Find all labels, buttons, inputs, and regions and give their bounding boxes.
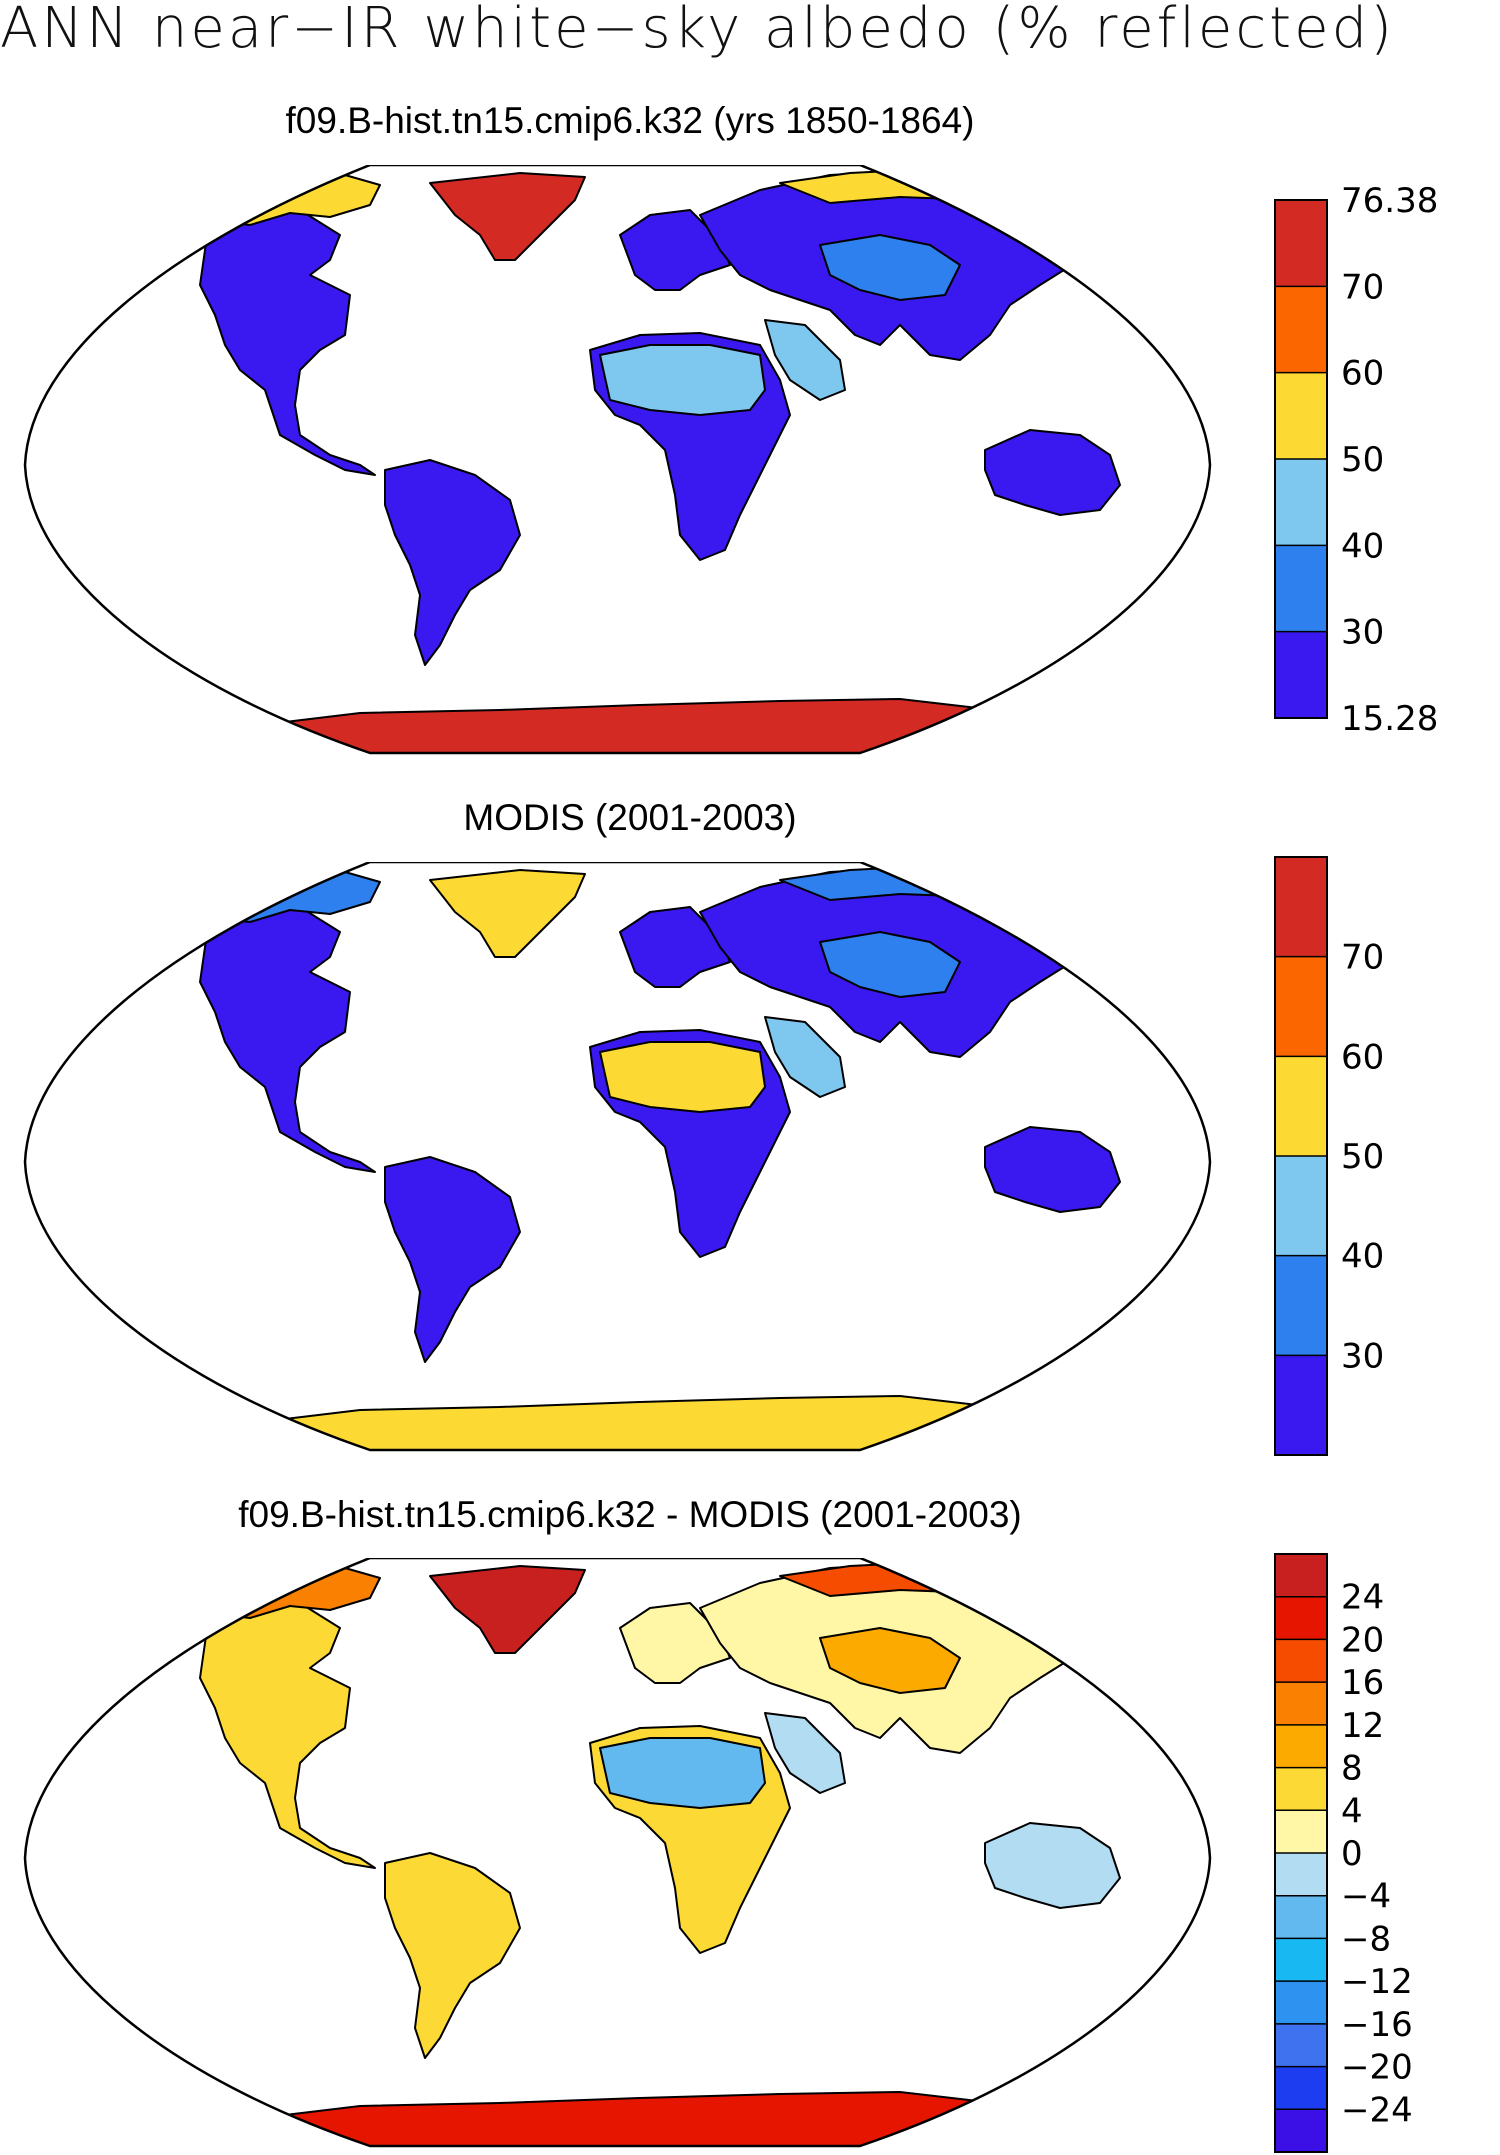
colorbar-segment bbox=[1275, 956, 1327, 1057]
colorbar-segment bbox=[1275, 1596, 1327, 1640]
colorbar-tick-label: 60 bbox=[1341, 1037, 1384, 1077]
colorbar-segment bbox=[1275, 1682, 1327, 1726]
region-sahara bbox=[599, 1041, 766, 1113]
colorbar-segment bbox=[1275, 857, 1327, 958]
region-north-america bbox=[199, 906, 376, 1173]
panel-1-title: f09.B-hist.tn15.cmip6.k32 (yrs 1850-1864… bbox=[285, 100, 975, 141]
colorbar-segment bbox=[1275, 1895, 1327, 1939]
region-arabia bbox=[764, 1016, 846, 1098]
region-europe bbox=[619, 209, 731, 291]
panel-1-map bbox=[23, 165, 1212, 755]
region-greenland bbox=[429, 172, 586, 261]
colorbar-segment bbox=[1275, 545, 1327, 633]
region-arabia bbox=[764, 1712, 846, 1794]
colorbar-tick-label: 4 bbox=[1341, 1791, 1363, 1831]
colorbar-segment bbox=[1275, 2023, 1327, 2068]
colorbar-tick-label: 16 bbox=[1341, 1663, 1384, 1703]
region-europe bbox=[619, 906, 731, 988]
colorbar-segment bbox=[1275, 1639, 1327, 1683]
colorbar-tick-label: 8 bbox=[1341, 1749, 1363, 1789]
colorbar-tick-label: 30 bbox=[1341, 613, 1384, 653]
colorbar-segment bbox=[1275, 1355, 1327, 1456]
colorbar-tick-label: 40 bbox=[1341, 526, 1384, 566]
colorbar-segment bbox=[1275, 286, 1327, 374]
region-arabia bbox=[764, 319, 846, 401]
colorbar-segment bbox=[1275, 200, 1327, 287]
colorbar-tick-label: −24 bbox=[1341, 2090, 1413, 2130]
panel-3-title: f09.B-hist.tn15.cmip6.k32 - MODIS (2001-… bbox=[238, 1494, 1022, 1535]
colorbar-tick-label: 24 bbox=[1341, 1578, 1384, 1618]
region-central-asia bbox=[819, 931, 961, 998]
colorbar-tick-label: 50 bbox=[1341, 1137, 1384, 1177]
colorbar-tick-label: 15.28 bbox=[1341, 699, 1438, 739]
panel-2-map bbox=[23, 862, 1212, 1452]
region-australia bbox=[984, 1822, 1121, 1909]
region-north-america bbox=[199, 1602, 376, 1869]
colorbar-segment bbox=[1275, 1056, 1327, 1157]
colorbar-tick-label: −12 bbox=[1341, 1962, 1413, 2002]
map-border bbox=[23, 1558, 1212, 2148]
colorbar-tick-label: 30 bbox=[1341, 1336, 1384, 1376]
region-south-america bbox=[384, 1156, 521, 1363]
colorbar-segment bbox=[1275, 1724, 1327, 1769]
colorbar-segment bbox=[1275, 1554, 1327, 1598]
colorbar-segment bbox=[1275, 1853, 1327, 1897]
region-europe bbox=[619, 1602, 731, 1684]
colorbar-frame bbox=[1274, 1553, 1328, 2153]
colorbar-tick-label: −20 bbox=[1341, 2048, 1413, 2088]
colorbar-tick-label: −16 bbox=[1341, 2005, 1413, 2045]
colorbar-tick-label: 20 bbox=[1341, 1620, 1384, 1660]
colorbar-segment bbox=[1275, 631, 1327, 719]
colorbar-segment bbox=[1275, 1156, 1327, 1257]
colorbar-segment bbox=[1275, 1938, 1327, 1982]
panel-1-colorbar: 15.28 30 40 50 60 70 76.38 bbox=[1274, 181, 1438, 739]
colorbar-segment bbox=[1275, 1767, 1327, 1811]
colorbar-tick-label: 40 bbox=[1341, 1237, 1384, 1277]
colorbar-segment bbox=[1275, 2109, 1327, 2153]
region-greenland bbox=[429, 869, 586, 958]
region-greenland bbox=[429, 1565, 586, 1654]
region-south-america bbox=[384, 1852, 521, 2059]
panel-2-title: MODIS (2001-2003) bbox=[463, 797, 797, 838]
map-border bbox=[23, 862, 1212, 1452]
panel-3-map bbox=[23, 1558, 1212, 2148]
colorbar-segment bbox=[1275, 1255, 1327, 1356]
colorbar-tick-label: −4 bbox=[1341, 1877, 1391, 1917]
region-sahara bbox=[599, 344, 766, 416]
colorbar-tick-label: 70 bbox=[1341, 938, 1384, 978]
region-australia bbox=[984, 1126, 1121, 1213]
figure-title: ANN near−IR white−sky albedo (% reflecte… bbox=[0, 0, 1395, 61]
region-sahara bbox=[599, 1737, 766, 1809]
region-central-asia bbox=[819, 1627, 961, 1694]
colorbar-tick-label: 0 bbox=[1341, 1834, 1363, 1874]
panel-2-colorbar: 30 40 50 60 70 bbox=[1274, 856, 1384, 1456]
region-north-america bbox=[199, 209, 376, 476]
colorbar-segment bbox=[1275, 1810, 1327, 1854]
colorbar-tick-label: 50 bbox=[1341, 440, 1384, 480]
region-central-asia bbox=[819, 234, 961, 301]
colorbar-segment bbox=[1275, 1981, 1327, 2025]
colorbar-segment bbox=[1275, 2066, 1327, 2110]
colorbar-segment bbox=[1275, 459, 1327, 546]
colorbar-tick-label: 12 bbox=[1341, 1706, 1384, 1746]
colorbar-tick-label: 76.38 bbox=[1341, 181, 1438, 221]
colorbar-frame bbox=[1274, 199, 1328, 719]
colorbar-segment bbox=[1275, 372, 1327, 460]
colorbar-frame bbox=[1274, 856, 1328, 1456]
map-border bbox=[23, 165, 1212, 755]
colorbar-tick-label: 70 bbox=[1341, 267, 1384, 307]
region-south-america bbox=[384, 459, 521, 666]
region-australia bbox=[984, 429, 1121, 516]
colorbar-tick-label: −8 bbox=[1341, 1919, 1391, 1959]
colorbar-tick-label: 60 bbox=[1341, 354, 1384, 394]
